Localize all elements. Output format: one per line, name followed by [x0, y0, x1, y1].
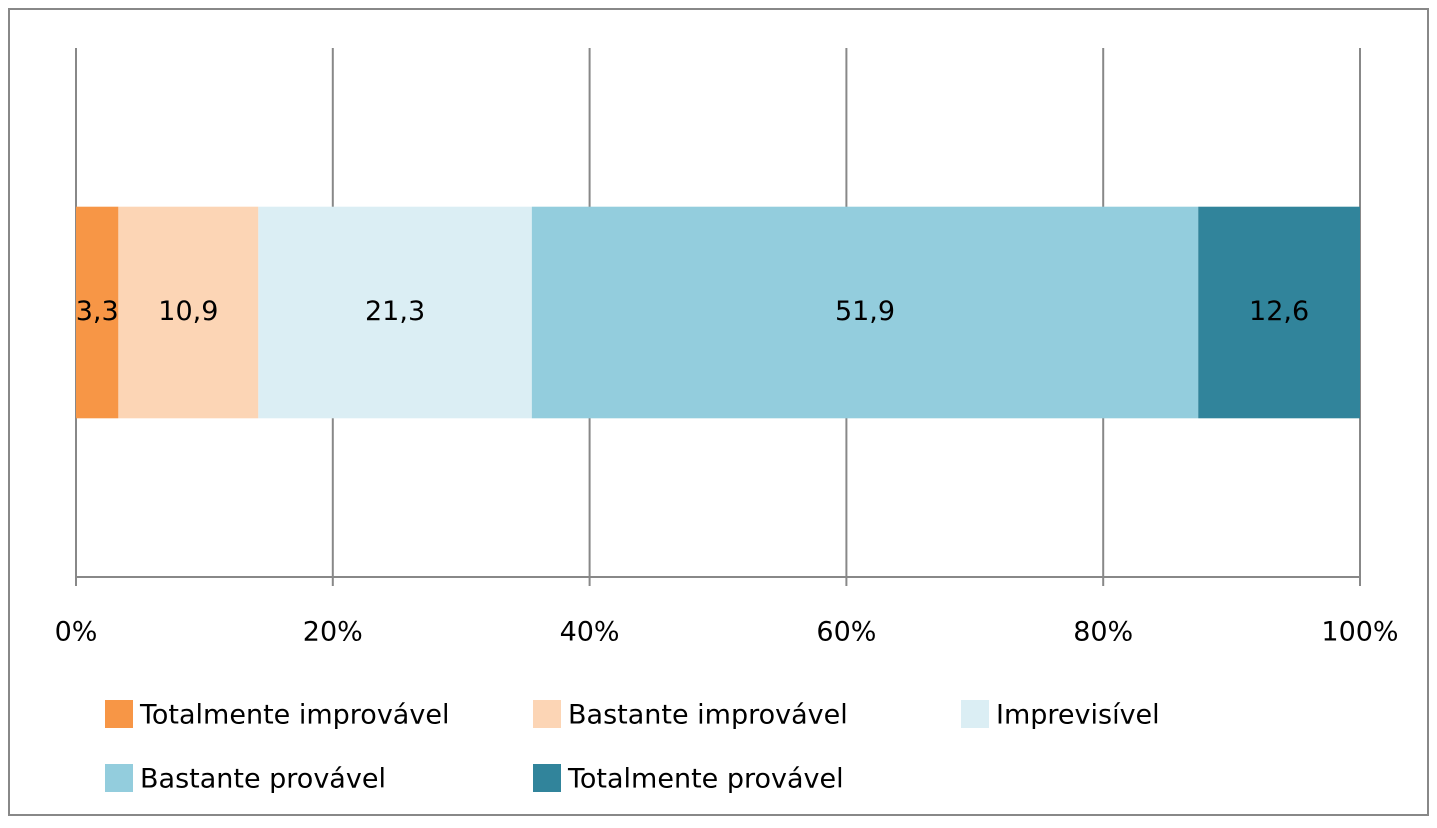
bar-segment — [531, 206, 1199, 419]
data-label: 12,6 — [1249, 296, 1309, 327]
data-label: 10,9 — [158, 296, 218, 327]
legend-swatch — [533, 764, 561, 792]
legend-label: Totalmente provável — [567, 764, 844, 795]
data-label: 51,9 — [835, 296, 895, 327]
legend-swatch — [105, 764, 133, 792]
legend-label: Bastante improvável — [568, 700, 848, 731]
bar-segment — [76, 206, 119, 419]
legend-label: Bastante provável — [140, 764, 386, 795]
x-tick-label: 60% — [816, 617, 876, 648]
legend-label: Totalmente improvável — [139, 700, 449, 731]
x-tick-label: 80% — [1073, 617, 1133, 648]
data-label: 21,3 — [365, 296, 425, 327]
legend-swatch — [961, 700, 989, 728]
bar-segment — [118, 206, 259, 419]
x-tick-label: 20% — [303, 617, 363, 648]
x-tick-label: 0% — [55, 617, 98, 648]
legend-swatch — [105, 700, 133, 728]
legend-swatch — [533, 700, 561, 728]
data-label: 3,3 — [76, 296, 119, 327]
x-tick-label: 100% — [1321, 617, 1398, 648]
x-tick-label: 40% — [560, 617, 620, 648]
legend-label: Imprevisível — [996, 700, 1160, 731]
bar-segment — [1198, 206, 1360, 419]
bar-segment — [258, 206, 532, 419]
